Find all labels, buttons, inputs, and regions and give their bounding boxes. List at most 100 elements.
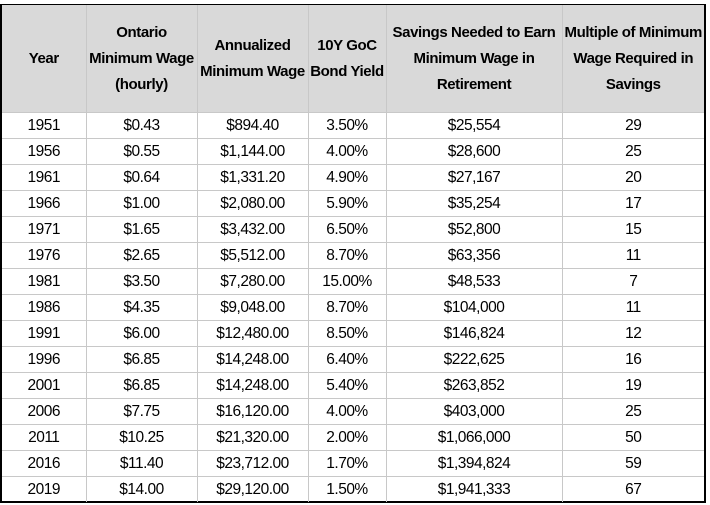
cell-year: 1951 bbox=[2, 112, 87, 139]
cell-annualized-wage: $21,320.00 bbox=[196, 424, 309, 451]
cell-year: 1981 bbox=[2, 268, 87, 295]
cell-year: 2019 bbox=[2, 476, 87, 502]
table-row: 1956 $0.55 $1,144.00 4.00% $28,600 25 bbox=[2, 138, 704, 165]
cell-bond-yield: 5.40% bbox=[307, 372, 387, 399]
cell-multiple: 29 bbox=[561, 112, 704, 139]
cell-savings-needed: $35,254 bbox=[385, 190, 563, 217]
cell-savings-needed: $52,800 bbox=[385, 216, 563, 243]
cell-multiple: 67 bbox=[561, 476, 704, 502]
cell-hourly-wage: $6.85 bbox=[85, 346, 198, 373]
cell-annualized-wage: $23,712.00 bbox=[196, 450, 309, 477]
table-row: 1971 $1.65 $3,432.00 6.50% $52,800 15 bbox=[2, 216, 704, 243]
table-row: 1981 $3.50 $7,280.00 15.00% $48,533 7 bbox=[2, 268, 704, 295]
cell-savings-needed: $222,625 bbox=[385, 346, 563, 373]
cell-savings-needed: $48,533 bbox=[385, 268, 563, 295]
table-row: 1996 $6.85 $14,248.00 6.40% $222,625 16 bbox=[2, 346, 704, 373]
cell-hourly-wage: $6.00 bbox=[85, 320, 198, 347]
cell-hourly-wage: $0.43 bbox=[85, 112, 198, 139]
table-row: 2019 $14.00 $29,120.00 1.50% $1,941,333 67 bbox=[2, 476, 704, 502]
cell-bond-yield: 4.90% bbox=[307, 164, 387, 191]
cell-bond-yield: 6.50% bbox=[307, 216, 387, 243]
cell-year: 2001 bbox=[2, 372, 87, 399]
cell-annualized-wage: $16,120.00 bbox=[196, 398, 309, 425]
table-row: 1951 $0.43 $894.40 3.50% $25,554 29 bbox=[2, 112, 704, 139]
cell-hourly-wage: $10.25 bbox=[85, 424, 198, 451]
header-year: Year bbox=[2, 5, 87, 113]
cell-hourly-wage: $14.00 bbox=[85, 476, 198, 502]
cell-annualized-wage: $29,120.00 bbox=[196, 476, 309, 502]
header-row: Year Ontario Minimum Wage (hourly) Annua… bbox=[2, 5, 704, 113]
cell-bond-yield: 5.90% bbox=[307, 190, 387, 217]
cell-hourly-wage: $3.50 bbox=[85, 268, 198, 295]
cell-annualized-wage: $9,048.00 bbox=[196, 294, 309, 321]
cell-hourly-wage: $2.65 bbox=[85, 242, 198, 269]
cell-annualized-wage: $1,331.20 bbox=[196, 164, 309, 191]
cell-savings-needed: $28,600 bbox=[385, 138, 563, 165]
cell-bond-yield: 1.50% bbox=[307, 476, 387, 502]
cell-multiple: 59 bbox=[561, 450, 704, 477]
cell-hourly-wage: $0.55 bbox=[85, 138, 198, 165]
table-row: 1961 $0.64 $1,331.20 4.90% $27,167 20 bbox=[2, 164, 704, 191]
cell-year: 2011 bbox=[2, 424, 87, 451]
cell-bond-yield: 8.50% bbox=[307, 320, 387, 347]
cell-multiple: 11 bbox=[561, 294, 704, 321]
cell-multiple: 12 bbox=[561, 320, 704, 347]
cell-hourly-wage: $4.35 bbox=[85, 294, 198, 321]
cell-multiple: 11 bbox=[561, 242, 704, 269]
cell-annualized-wage: $7,280.00 bbox=[196, 268, 309, 295]
header-annualized-wage: Annualized Minimum Wage bbox=[196, 5, 309, 113]
cell-bond-yield: 6.40% bbox=[307, 346, 387, 373]
table-row: 2006 $7.75 $16,120.00 4.00% $403,000 25 bbox=[2, 398, 704, 425]
table-row: 2001 $6.85 $14,248.00 5.40% $263,852 19 bbox=[2, 372, 704, 399]
cell-multiple: 17 bbox=[561, 190, 704, 217]
cell-hourly-wage: $7.75 bbox=[85, 398, 198, 425]
cell-savings-needed: $146,824 bbox=[385, 320, 563, 347]
cell-annualized-wage: $3,432.00 bbox=[196, 216, 309, 243]
cell-savings-needed: $1,941,333 bbox=[385, 476, 563, 502]
cell-annualized-wage: $14,248.00 bbox=[196, 346, 309, 373]
header-savings-needed: Savings Needed to Earn Minimum Wage in R… bbox=[385, 5, 563, 113]
cell-savings-needed: $25,554 bbox=[385, 112, 563, 139]
cell-bond-yield: 8.70% bbox=[307, 242, 387, 269]
cell-multiple: 7 bbox=[561, 268, 704, 295]
cell-savings-needed: $403,000 bbox=[385, 398, 563, 425]
cell-hourly-wage: $1.65 bbox=[85, 216, 198, 243]
cell-multiple: 15 bbox=[561, 216, 704, 243]
table-row: 1976 $2.65 $5,512.00 8.70% $63,356 11 bbox=[2, 242, 704, 269]
cell-annualized-wage: $2,080.00 bbox=[196, 190, 309, 217]
cell-multiple: 19 bbox=[561, 372, 704, 399]
cell-year: 1956 bbox=[2, 138, 87, 165]
cell-multiple: 16 bbox=[561, 346, 704, 373]
cell-bond-yield: 8.70% bbox=[307, 294, 387, 321]
cell-savings-needed: $27,167 bbox=[385, 164, 563, 191]
cell-multiple: 25 bbox=[561, 398, 704, 425]
cell-savings-needed: $1,066,000 bbox=[385, 424, 563, 451]
cell-year: 1986 bbox=[2, 294, 87, 321]
header-hourly-wage: Ontario Minimum Wage (hourly) bbox=[85, 5, 198, 113]
cell-year: 1976 bbox=[2, 242, 87, 269]
cell-year: 1991 bbox=[2, 320, 87, 347]
cell-savings-needed: $63,356 bbox=[385, 242, 563, 269]
header-multiple: Multiple of Minimum Wage Required in Sav… bbox=[561, 5, 704, 113]
cell-multiple: 50 bbox=[561, 424, 704, 451]
cell-bond-yield: 15.00% bbox=[307, 268, 387, 295]
header-bond-yield: 10Y GoC Bond Yield bbox=[307, 5, 387, 113]
cell-year: 1966 bbox=[2, 190, 87, 217]
cell-hourly-wage: $0.64 bbox=[85, 164, 198, 191]
cell-savings-needed: $263,852 bbox=[385, 372, 563, 399]
minimum-wage-table: Year Ontario Minimum Wage (hourly) Annua… bbox=[2, 5, 704, 502]
cell-multiple: 25 bbox=[561, 138, 704, 165]
cell-savings-needed: $104,000 bbox=[385, 294, 563, 321]
cell-bond-yield: 4.00% bbox=[307, 398, 387, 425]
cell-hourly-wage: $1.00 bbox=[85, 190, 198, 217]
table-row: 1966 $1.00 $2,080.00 5.90% $35,254 17 bbox=[2, 190, 704, 217]
data-table-container: Year Ontario Minimum Wage (hourly) Annua… bbox=[0, 4, 706, 503]
cell-year: 1996 bbox=[2, 346, 87, 373]
cell-hourly-wage: $6.85 bbox=[85, 372, 198, 399]
table-row: 1986 $4.35 $9,048.00 8.70% $104,000 11 bbox=[2, 294, 704, 321]
cell-year: 2006 bbox=[2, 398, 87, 425]
cell-annualized-wage: $1,144.00 bbox=[196, 138, 309, 165]
table-row: 1991 $6.00 $12,480.00 8.50% $146,824 12 bbox=[2, 320, 704, 347]
cell-year: 1961 bbox=[2, 164, 87, 191]
cell-annualized-wage: $12,480.00 bbox=[196, 320, 309, 347]
